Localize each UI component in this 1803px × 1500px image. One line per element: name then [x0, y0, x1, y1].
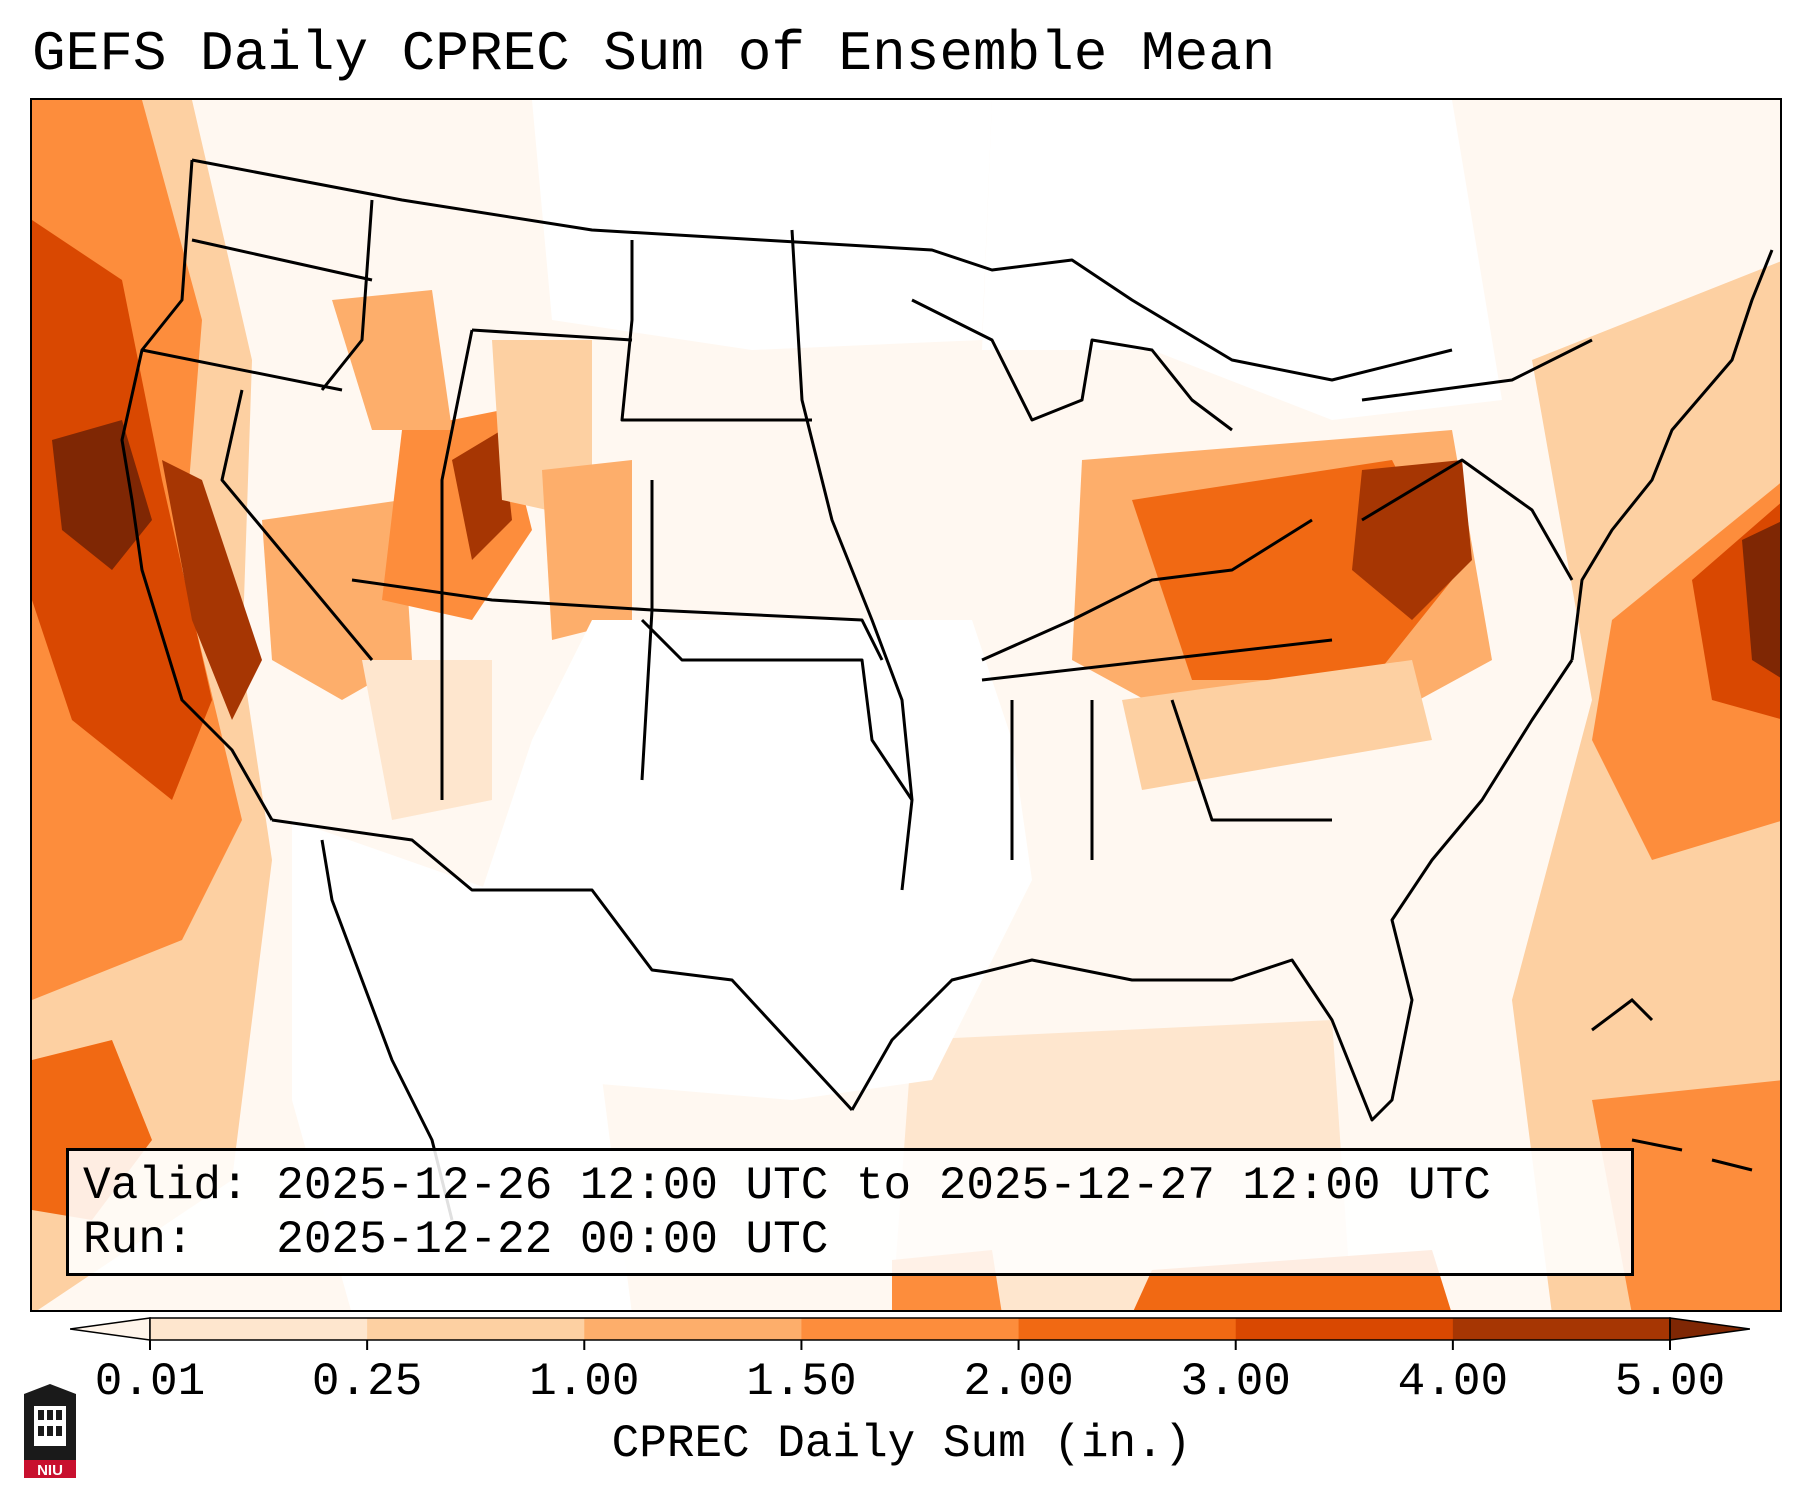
state-borders: [120, 158, 1774, 1221]
precip-tennessee: [1122, 660, 1432, 790]
precip-ohio-dark: [1352, 460, 1472, 620]
logo-text: NIU: [37, 1462, 63, 1479]
colorbar-tick-label: 1.00: [529, 1356, 640, 1408]
colorbar-segment: [801, 1318, 1020, 1340]
precip-canada-dry: [982, 100, 1502, 420]
precip-map: [32, 100, 1780, 1310]
map-title: GEFS Daily CPREC Sum of Ensemble Mean: [32, 22, 1276, 86]
colorbar-label: CPREC Daily Sum (in.): [611, 1418, 1192, 1470]
border-mt-wy: [471, 328, 633, 342]
colorbar-segment: [1452, 1318, 1671, 1340]
precip-arizona: [362, 660, 492, 820]
caribbean-islands: [1591, 998, 1753, 1172]
precip-plains-dry: [472, 620, 1032, 1100]
border-ok-tx: [640, 618, 914, 801]
gulf-coast: [850, 659, 1574, 1122]
border-pa-ny: [1361, 338, 1593, 402]
west-coast: [120, 159, 274, 821]
valid-run-info-box: Valid: 2025-12-26 12:00 UTC to 2025-12-2…: [66, 1148, 1634, 1276]
colorbar-segment: [150, 1318, 368, 1340]
border-ohio-river: [981, 518, 1313, 662]
border-southeast: [1010, 699, 1332, 860]
us-canada-border: [191, 158, 1453, 382]
run-label: Run:: [83, 1214, 194, 1266]
colorbar-tick-label: 0.01: [94, 1356, 206, 1408]
colorbar-tick-label: 2.00: [963, 1356, 1074, 1408]
border-tn: [981, 638, 1333, 682]
border-nv: [220, 389, 374, 661]
border-or-ca: [141, 348, 343, 392]
precip-field: [32, 100, 1780, 1310]
precip-sierra: [162, 460, 262, 720]
colorbar-extend-max: [1669, 1317, 1750, 1341]
colorbar-tick-label: 1.50: [746, 1356, 857, 1408]
border-nd-sd: [620, 240, 812, 422]
valid-label: Valid:: [83, 1160, 249, 1212]
border-ks-ok: [651, 608, 884, 661]
colorbar-tick-label: 0.25: [311, 1356, 423, 1408]
colorbar-outline: [149, 1317, 1671, 1341]
colorbar-tick-label: 4.00: [1397, 1356, 1509, 1408]
map-panel: [30, 98, 1782, 1312]
border-va: [1361, 458, 1574, 581]
niu-logo: NIU: [24, 1384, 76, 1479]
border-great-lakes: [911, 298, 1233, 432]
precip-caribbean: [1592, 1080, 1780, 1310]
colorbar-segment: [1018, 1318, 1237, 1340]
precip-colorado: [542, 460, 632, 640]
colorbar-tick-label: 5.00: [1614, 1356, 1726, 1408]
border-id: [320, 199, 374, 391]
precip-pacific-max: [52, 420, 152, 570]
border-rockies: [440, 329, 474, 800]
precip-north-plains-dry: [532, 100, 992, 350]
colorbar-segment: [584, 1318, 802, 1340]
colorbar-segment: [1235, 1318, 1454, 1340]
border-wa-or: [191, 238, 373, 282]
colorbar-segment: [367, 1318, 585, 1340]
colorbar-extend-min: [70, 1317, 151, 1341]
east-coast: [1570, 249, 1774, 661]
colorbar-tick-label: 3.00: [1180, 1356, 1291, 1408]
mexico-border: [271, 818, 854, 1112]
precip-atlantic-max: [1742, 521, 1780, 678]
precip-nevada: [262, 500, 412, 700]
precip-wasatch: [452, 430, 512, 560]
valid-value: 2025-12-26 12:00 UTC to 2025-12-27 12:00…: [276, 1160, 1491, 1212]
colorbar: [70, 1317, 1750, 1350]
border-ut-az: [351, 578, 653, 612]
run-value: 2025-12-22 00:00 UTC: [276, 1214, 829, 1266]
